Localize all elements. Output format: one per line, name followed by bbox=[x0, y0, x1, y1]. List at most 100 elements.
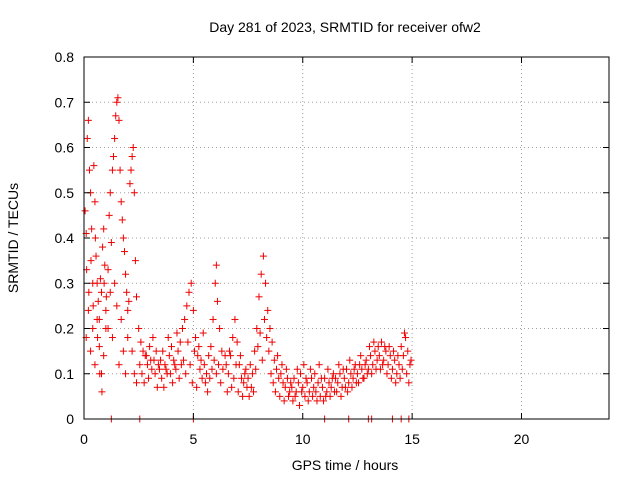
data-point bbox=[200, 361, 208, 369]
y-tick-label: 0.3 bbox=[55, 275, 75, 291]
data-point bbox=[335, 361, 343, 369]
y-tick-label: 0 bbox=[66, 411, 74, 427]
y-tick-label: 0.7 bbox=[55, 94, 75, 110]
data-point bbox=[113, 98, 121, 106]
data-point bbox=[88, 225, 96, 233]
data-point bbox=[127, 166, 135, 174]
data-point bbox=[387, 374, 395, 382]
data-point bbox=[186, 361, 194, 369]
data-point bbox=[201, 379, 209, 387]
data-point bbox=[267, 370, 275, 378]
data-point bbox=[119, 347, 127, 355]
grid-lines bbox=[84, 57, 609, 419]
data-point bbox=[196, 365, 204, 373]
data-point bbox=[164, 334, 172, 342]
data-point bbox=[406, 361, 414, 369]
data-point bbox=[91, 234, 99, 242]
data-point bbox=[115, 361, 123, 369]
data-point bbox=[98, 288, 105, 296]
data-point bbox=[304, 397, 312, 405]
data-point bbox=[238, 374, 245, 382]
data-point bbox=[294, 379, 302, 387]
data-point bbox=[374, 343, 382, 351]
data-point bbox=[183, 302, 191, 310]
data-point bbox=[139, 347, 147, 355]
data-point bbox=[234, 388, 242, 396]
data-point bbox=[295, 401, 303, 409]
data-point bbox=[305, 388, 313, 396]
axis-ticks: 0 0.1 0.2 0.3 0.4 0.5 0.6 0.7 0.8 0 5 10 15 20 bbox=[55, 49, 609, 447]
data-point bbox=[248, 370, 256, 378]
data-point bbox=[94, 334, 102, 342]
data-point bbox=[192, 334, 200, 342]
data-point bbox=[300, 361, 308, 369]
data-point bbox=[397, 343, 405, 351]
data-point bbox=[153, 383, 161, 391]
data-point bbox=[393, 370, 401, 378]
data-point bbox=[320, 397, 328, 405]
data-point bbox=[91, 361, 99, 369]
data-point bbox=[180, 356, 188, 364]
data-point bbox=[228, 383, 236, 391]
data-point bbox=[194, 352, 202, 360]
data-point bbox=[100, 352, 108, 360]
data-point bbox=[159, 347, 167, 355]
data-point bbox=[244, 374, 252, 382]
data-point bbox=[133, 293, 140, 301]
data-point bbox=[317, 374, 325, 382]
data-point bbox=[323, 388, 331, 396]
data-point bbox=[395, 361, 403, 369]
data-point bbox=[185, 288, 193, 296]
data-point bbox=[346, 356, 354, 364]
data-point bbox=[178, 325, 186, 332]
data-point bbox=[400, 329, 408, 337]
data-point bbox=[345, 379, 353, 387]
data-point bbox=[145, 374, 153, 382]
chart-title: Day 281 of 2023, SRMTID for receiver ofw… bbox=[209, 19, 481, 35]
data-point bbox=[368, 370, 376, 378]
data-point bbox=[278, 361, 286, 369]
data-point bbox=[93, 279, 101, 287]
data-point bbox=[142, 352, 150, 360]
data-point bbox=[161, 361, 169, 369]
data-point bbox=[165, 352, 173, 360]
data-point bbox=[136, 361, 144, 369]
data-point bbox=[172, 365, 180, 373]
data-point bbox=[257, 270, 265, 278]
data-point bbox=[115, 116, 123, 124]
data-point bbox=[230, 374, 238, 382]
data-point bbox=[259, 252, 267, 260]
data-point bbox=[326, 392, 334, 400]
data-point bbox=[271, 388, 279, 396]
data-point bbox=[378, 338, 385, 346]
y-tick-label: 0.8 bbox=[55, 49, 75, 65]
data-point bbox=[113, 302, 121, 310]
data-point bbox=[359, 374, 367, 382]
data-point bbox=[104, 325, 112, 332]
data-point bbox=[357, 352, 365, 360]
data-point bbox=[371, 347, 379, 355]
data-point bbox=[283, 374, 291, 382]
data-point bbox=[258, 356, 266, 364]
data-point bbox=[99, 243, 107, 251]
data-point bbox=[392, 379, 400, 387]
data-point bbox=[262, 279, 270, 287]
data-point bbox=[324, 365, 332, 373]
data-point bbox=[229, 334, 237, 342]
data-point bbox=[391, 356, 399, 364]
data-point bbox=[95, 343, 103, 351]
data-point bbox=[138, 370, 146, 378]
data-point bbox=[108, 166, 116, 174]
data-point bbox=[309, 392, 317, 400]
data-point bbox=[106, 189, 114, 197]
data-point bbox=[264, 306, 272, 314]
data-point bbox=[90, 162, 98, 170]
data-point bbox=[125, 297, 133, 305]
y-tick-label: 0.6 bbox=[55, 140, 75, 156]
data-point bbox=[336, 370, 344, 378]
data-point bbox=[347, 370, 355, 378]
data-point bbox=[162, 365, 170, 373]
data-point bbox=[140, 379, 148, 387]
data-point bbox=[299, 383, 307, 391]
data-point bbox=[212, 370, 220, 378]
